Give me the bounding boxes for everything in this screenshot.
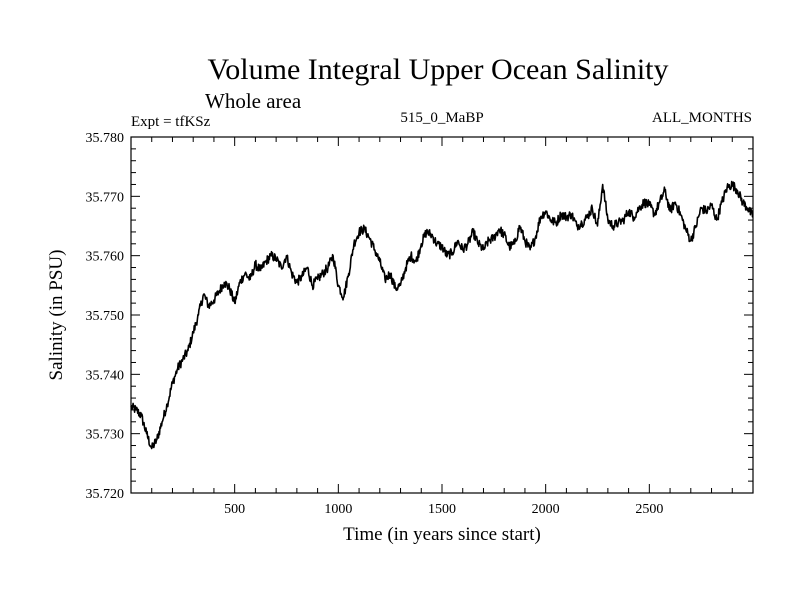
- x-axis-title: Time (in years since start): [343, 524, 541, 545]
- x-tick-label: 2000: [532, 502, 560, 517]
- y-tick-label: 35.740: [86, 368, 125, 383]
- x-axis: 500 1000 1500 2000 2500: [151, 137, 733, 517]
- experiment-label: Expt = tfKSz: [131, 114, 211, 130]
- y-tick-label: 35.730: [86, 428, 125, 443]
- y-tick-label: 35.750: [86, 309, 125, 324]
- y-tick-label: 35.780: [86, 131, 125, 146]
- y-tick-label: 35.770: [86, 190, 125, 205]
- chart-subtitle: Whole area: [205, 89, 302, 113]
- plot-frame: [130, 136, 754, 494]
- period-label: 515_0_MaBP: [400, 110, 483, 126]
- x-tick-label: 2500: [635, 502, 663, 517]
- x-tick-label: 500: [224, 502, 245, 517]
- y-axis: 35.720 35.730 35.740 35.750 35.760 35.770 35.7…: [86, 131, 753, 502]
- x-tick-label: 1000: [324, 502, 352, 517]
- y-axis-title: Salinity (in PSU): [46, 250, 67, 381]
- y-tick-label: 35.720: [86, 487, 125, 502]
- months-label: ALL_MONTHS: [652, 110, 752, 126]
- salinity-series-line: [130, 180, 754, 450]
- chart-title: Volume Integral Upper Ocean Salinity: [208, 53, 669, 86]
- y-tick-label: 35.760: [86, 250, 125, 265]
- x-tick-label: 1500: [428, 502, 456, 517]
